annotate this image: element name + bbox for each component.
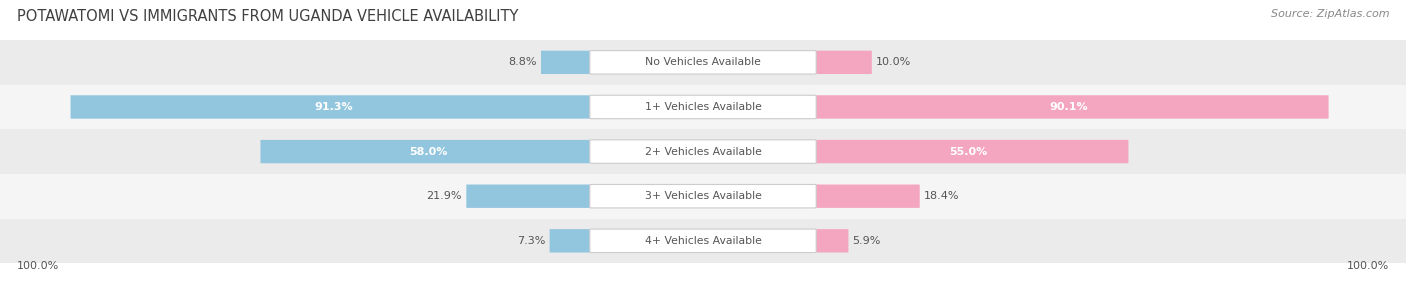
FancyBboxPatch shape bbox=[0, 219, 1406, 263]
FancyBboxPatch shape bbox=[810, 51, 872, 74]
FancyBboxPatch shape bbox=[550, 229, 596, 253]
FancyBboxPatch shape bbox=[0, 40, 1406, 85]
Text: 58.0%: 58.0% bbox=[409, 147, 449, 156]
Text: POTAWATOMI VS IMMIGRANTS FROM UGANDA VEHICLE AVAILABILITY: POTAWATOMI VS IMMIGRANTS FROM UGANDA VEH… bbox=[17, 9, 519, 23]
FancyBboxPatch shape bbox=[810, 184, 920, 208]
Text: 7.3%: 7.3% bbox=[517, 236, 546, 246]
Text: 3+ Vehicles Available: 3+ Vehicles Available bbox=[644, 191, 762, 201]
FancyBboxPatch shape bbox=[591, 184, 815, 208]
FancyBboxPatch shape bbox=[260, 140, 596, 163]
Text: 100.0%: 100.0% bbox=[1347, 261, 1389, 271]
Text: 90.1%: 90.1% bbox=[1049, 102, 1088, 112]
FancyBboxPatch shape bbox=[0, 174, 1406, 219]
Text: 1+ Vehicles Available: 1+ Vehicles Available bbox=[644, 102, 762, 112]
FancyBboxPatch shape bbox=[591, 95, 815, 119]
Text: 10.0%: 10.0% bbox=[876, 57, 911, 67]
FancyBboxPatch shape bbox=[591, 229, 815, 253]
FancyBboxPatch shape bbox=[467, 184, 596, 208]
FancyBboxPatch shape bbox=[810, 140, 1129, 163]
FancyBboxPatch shape bbox=[0, 85, 1406, 129]
Text: 21.9%: 21.9% bbox=[426, 191, 463, 201]
FancyBboxPatch shape bbox=[591, 140, 815, 163]
Text: 100.0%: 100.0% bbox=[17, 261, 59, 271]
Text: 55.0%: 55.0% bbox=[949, 147, 988, 156]
Text: Source: ZipAtlas.com: Source: ZipAtlas.com bbox=[1271, 9, 1389, 19]
FancyBboxPatch shape bbox=[591, 51, 815, 74]
FancyBboxPatch shape bbox=[70, 95, 596, 119]
Text: 5.9%: 5.9% bbox=[852, 236, 882, 246]
Text: 4+ Vehicles Available: 4+ Vehicles Available bbox=[644, 236, 762, 246]
Text: 91.3%: 91.3% bbox=[315, 102, 353, 112]
FancyBboxPatch shape bbox=[810, 229, 848, 253]
FancyBboxPatch shape bbox=[810, 95, 1329, 119]
Text: 2+ Vehicles Available: 2+ Vehicles Available bbox=[644, 147, 762, 156]
Text: No Vehicles Available: No Vehicles Available bbox=[645, 57, 761, 67]
Text: 18.4%: 18.4% bbox=[924, 191, 959, 201]
FancyBboxPatch shape bbox=[0, 129, 1406, 174]
FancyBboxPatch shape bbox=[541, 51, 596, 74]
Text: 8.8%: 8.8% bbox=[509, 57, 537, 67]
